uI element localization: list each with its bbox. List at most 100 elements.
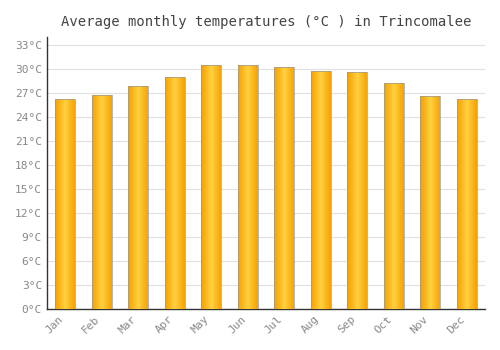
Bar — [324, 71, 326, 309]
Bar — [201, 65, 202, 309]
Bar — [204, 65, 205, 309]
Bar — [146, 86, 147, 309]
Bar — [56, 99, 57, 309]
Bar — [348, 72, 349, 309]
Bar — [460, 99, 462, 309]
Bar — [59, 99, 60, 309]
Bar — [365, 72, 366, 309]
Bar — [286, 68, 287, 309]
Bar — [216, 65, 217, 309]
Bar — [65, 99, 66, 309]
Bar — [247, 65, 248, 309]
Bar — [326, 71, 328, 309]
Bar — [218, 65, 219, 309]
Bar — [111, 96, 112, 309]
Bar — [219, 65, 220, 309]
Bar — [328, 71, 330, 309]
Bar — [61, 99, 62, 309]
Bar — [322, 71, 324, 309]
Bar — [388, 83, 389, 309]
Bar — [396, 83, 397, 309]
Bar — [475, 99, 476, 309]
Bar — [278, 68, 279, 309]
Bar — [92, 96, 112, 309]
Bar — [164, 77, 184, 309]
Bar — [253, 65, 254, 309]
Bar — [350, 72, 351, 309]
Bar — [364, 72, 365, 309]
Bar — [99, 96, 100, 309]
Bar — [202, 65, 203, 309]
Bar — [71, 99, 72, 309]
Bar — [245, 65, 246, 309]
Bar — [131, 86, 132, 309]
Bar — [217, 65, 218, 309]
Bar — [250, 65, 251, 309]
Bar — [293, 68, 294, 309]
Bar — [205, 65, 206, 309]
Bar — [420, 96, 440, 309]
Bar — [420, 96, 421, 309]
Bar — [138, 86, 139, 309]
Bar — [437, 96, 438, 309]
Bar — [422, 96, 423, 309]
Bar — [176, 77, 178, 309]
Bar — [312, 71, 314, 309]
Bar — [164, 77, 166, 309]
Bar — [174, 77, 176, 309]
Bar — [283, 68, 284, 309]
Bar — [287, 68, 288, 309]
Bar — [393, 83, 394, 309]
Bar — [134, 86, 135, 309]
Bar — [182, 77, 184, 309]
Bar — [426, 96, 427, 309]
Bar — [137, 86, 138, 309]
Bar — [424, 96, 425, 309]
Bar — [92, 96, 93, 309]
Bar — [166, 77, 168, 309]
Bar — [401, 83, 402, 309]
Bar — [207, 65, 208, 309]
Bar — [474, 99, 475, 309]
Bar — [210, 65, 211, 309]
Bar — [73, 99, 74, 309]
Bar — [147, 86, 148, 309]
Bar — [429, 96, 430, 309]
Bar — [144, 86, 145, 309]
Bar — [470, 99, 471, 309]
Bar — [361, 72, 362, 309]
Bar — [252, 65, 253, 309]
Bar — [471, 99, 472, 309]
Bar — [145, 86, 146, 309]
Bar — [456, 99, 458, 309]
Bar — [427, 96, 428, 309]
Bar — [395, 83, 396, 309]
Bar — [168, 77, 170, 309]
Bar — [310, 71, 312, 309]
Bar — [387, 83, 388, 309]
Bar — [139, 86, 140, 309]
Bar — [352, 72, 353, 309]
Bar — [285, 68, 286, 309]
Bar — [438, 96, 439, 309]
Bar — [399, 83, 400, 309]
Bar — [275, 68, 276, 309]
Bar — [100, 96, 101, 309]
Bar — [201, 65, 221, 309]
Bar — [469, 99, 470, 309]
Bar — [206, 65, 207, 309]
Bar — [386, 83, 387, 309]
Bar — [64, 99, 65, 309]
Bar — [476, 99, 477, 309]
Bar — [318, 71, 320, 309]
Bar — [109, 96, 110, 309]
Bar — [172, 77, 174, 309]
Bar — [347, 72, 348, 309]
Bar — [60, 99, 61, 309]
Bar — [398, 83, 399, 309]
Bar — [203, 65, 204, 309]
Bar — [256, 65, 257, 309]
Bar — [289, 68, 290, 309]
Bar — [239, 65, 240, 309]
Bar — [472, 99, 473, 309]
